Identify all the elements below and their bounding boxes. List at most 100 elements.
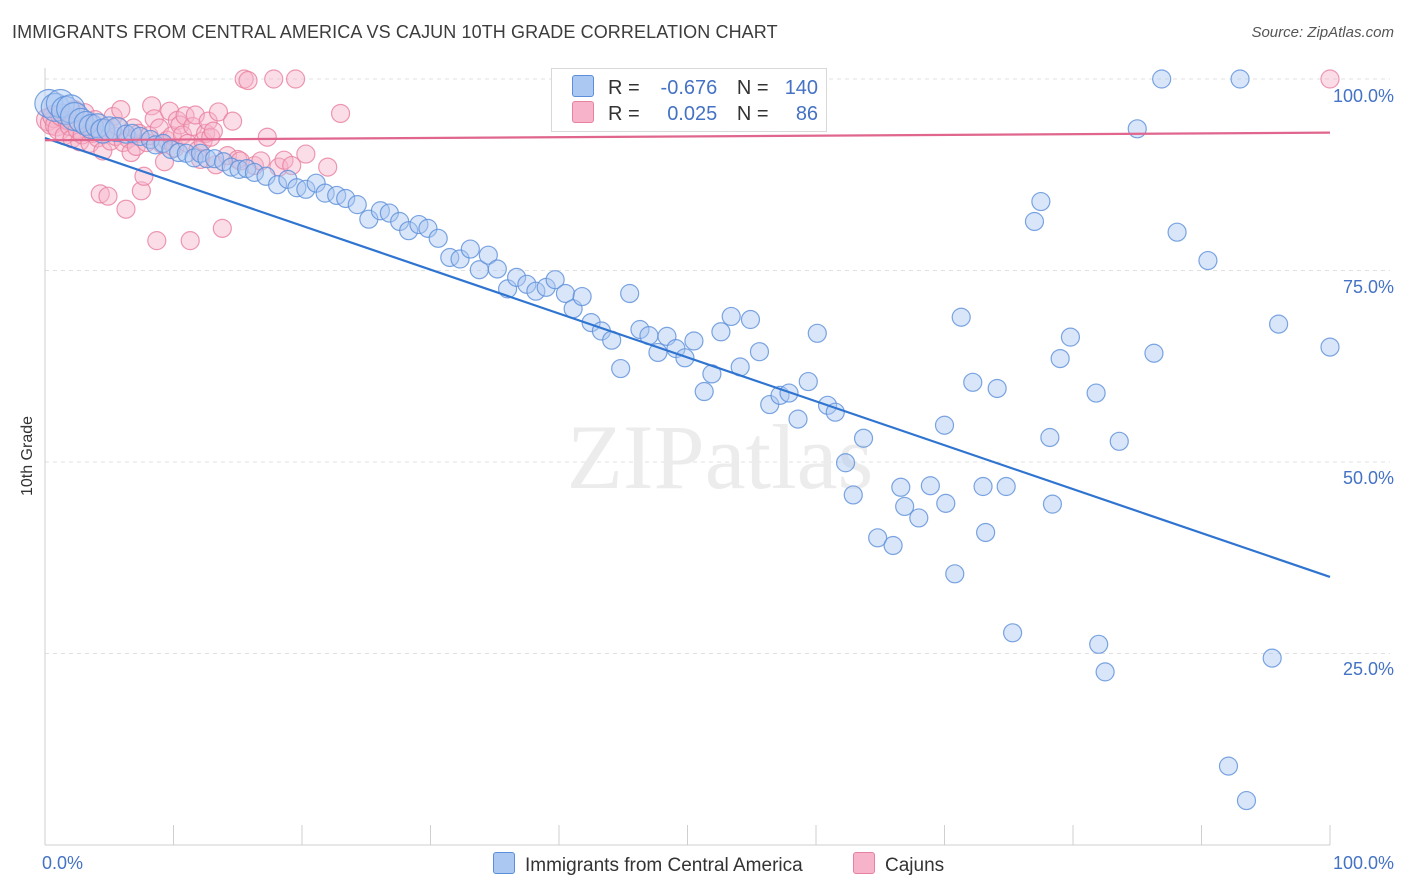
central-america-point-101: [936, 493, 956, 513]
central-america-point-105: [973, 476, 993, 497]
cajuns-point-55: [180, 231, 200, 251]
legend-n-value: 140: [784, 77, 819, 99]
cajuns-point-20: [90, 184, 110, 204]
central-america-point-74: [675, 348, 695, 368]
central-america-point-93: [853, 428, 874, 448]
cajuns-point-37: [134, 166, 154, 186]
central-america-point-48: [428, 228, 448, 248]
central-america-point-88: [807, 323, 827, 343]
legend-label: Immigrants from Central America: [525, 855, 803, 876]
central-america-point-20: [169, 142, 189, 163]
central-america-point-108: [996, 476, 1016, 497]
cajuns-point-28: [111, 100, 131, 120]
central-america-point-128: [1262, 648, 1282, 668]
x-tick-max: 100.0%: [1332, 853, 1394, 873]
legend-r-label: R =: [608, 103, 640, 125]
legend-r-label: R =: [608, 77, 640, 99]
cajuns-point-53: [175, 106, 195, 126]
central-america-point-109: [1003, 623, 1023, 643]
cajuns-point-73: [238, 70, 258, 91]
central-america-point-98: [909, 508, 929, 528]
cajuns-trend-line: [44, 131, 1331, 142]
legend-swatch-blue: [572, 75, 594, 97]
central-america-point-129: [1268, 314, 1289, 334]
y-tick-75: 75.0%: [1342, 277, 1394, 297]
central-america-point-78: [711, 322, 731, 342]
central-america-point-124: [1198, 250, 1218, 271]
central-america-point-87: [798, 371, 818, 392]
bottom-legend-central-america: Immigrants from Central America: [493, 852, 803, 877]
cajuns-point-76: [257, 127, 277, 147]
central-america-point-110: [1024, 211, 1045, 232]
central-america-point-95: [883, 535, 903, 556]
cajuns-point-36: [131, 181, 151, 201]
central-america-point-91: [835, 453, 856, 473]
central-america-point-75: [684, 331, 704, 351]
central-america-point-53: [478, 245, 498, 265]
central-america-point-58: [526, 281, 546, 301]
central-america-point-103: [951, 307, 971, 327]
cajuns-point-77: [264, 69, 284, 89]
source-label: Source: ZipAtlas.com: [1251, 24, 1394, 41]
central-america-point-100: [934, 415, 955, 435]
central-america-point-56: [506, 267, 527, 287]
central-america-trend-line: [44, 136, 1331, 578]
central-america-point-126: [1230, 69, 1250, 89]
central-america-point-117: [1089, 634, 1109, 654]
cajuns-point-84: [330, 103, 351, 124]
central-america-point-12: [104, 116, 130, 143]
central-america-point-14: [122, 123, 142, 143]
central-america-point-125: [1218, 756, 1239, 776]
central-america-point-82: [749, 342, 770, 362]
central-america-point-45: [399, 221, 419, 241]
central-america-point-92: [843, 485, 863, 505]
central-america-point-90: [825, 402, 845, 422]
legend-row-central-america: R = -0.676 N = 140: [572, 75, 818, 101]
cajuns-point-41: [144, 109, 164, 129]
cajuns-point-30: [116, 199, 136, 219]
central-america-point-102: [945, 564, 965, 584]
central-america-point-119: [1109, 431, 1129, 451]
central-america-point-121: [1144, 343, 1164, 363]
central-america-point-35: [296, 179, 316, 199]
central-america-point-115: [1060, 327, 1081, 347]
cajuns-point-69: [223, 111, 243, 131]
central-america-point-63: [572, 286, 592, 307]
central-america-point-123: [1167, 222, 1187, 242]
cajuns-point-23: [98, 186, 118, 206]
cajuns-point-59: [190, 149, 211, 170]
central-america-point-37: [315, 183, 335, 203]
central-america-point-130: [1320, 337, 1340, 357]
central-america-point-113: [1042, 494, 1063, 514]
central-america-point-13: [116, 124, 136, 144]
central-america-point-79: [721, 306, 741, 327]
central-america-point-111: [1031, 191, 1051, 212]
central-america-point-86: [788, 409, 808, 429]
central-america-point-104: [963, 372, 983, 392]
legend-label: Cajuns: [885, 855, 945, 876]
legend-swatch-pink: [853, 852, 875, 874]
x-tick-min: 0.0%: [42, 853, 84, 873]
central-america-point-76: [694, 381, 714, 402]
central-america-point-1: [40, 92, 70, 122]
central-america-point-107: [987, 378, 1007, 399]
chart-title: IMMIGRANTS FROM CENTRAL AMERICA VS CAJUN…: [12, 22, 778, 42]
cajuns-point-66: [208, 102, 229, 122]
cajuns-point-42: [147, 231, 167, 251]
central-america-point-51: [460, 239, 480, 259]
central-america-point-32: [267, 175, 288, 195]
central-america-point-106: [976, 522, 996, 543]
central-america-point-47: [418, 218, 438, 238]
legend-r-value: 0.025: [667, 103, 718, 125]
trend-lines: [44, 131, 1331, 578]
cajuns-point-81: [285, 69, 306, 89]
y-tick-50: 50.0%: [1342, 468, 1394, 488]
legend-swatch-blue: [493, 852, 515, 874]
axes: [44, 68, 1331, 846]
cajuns-point-83: [318, 157, 338, 177]
central-america-point-27: [221, 157, 241, 177]
legend-n-value: 86: [795, 103, 819, 125]
legend-swatch-pink: [572, 101, 594, 123]
legend-n-label: N =: [736, 77, 769, 99]
